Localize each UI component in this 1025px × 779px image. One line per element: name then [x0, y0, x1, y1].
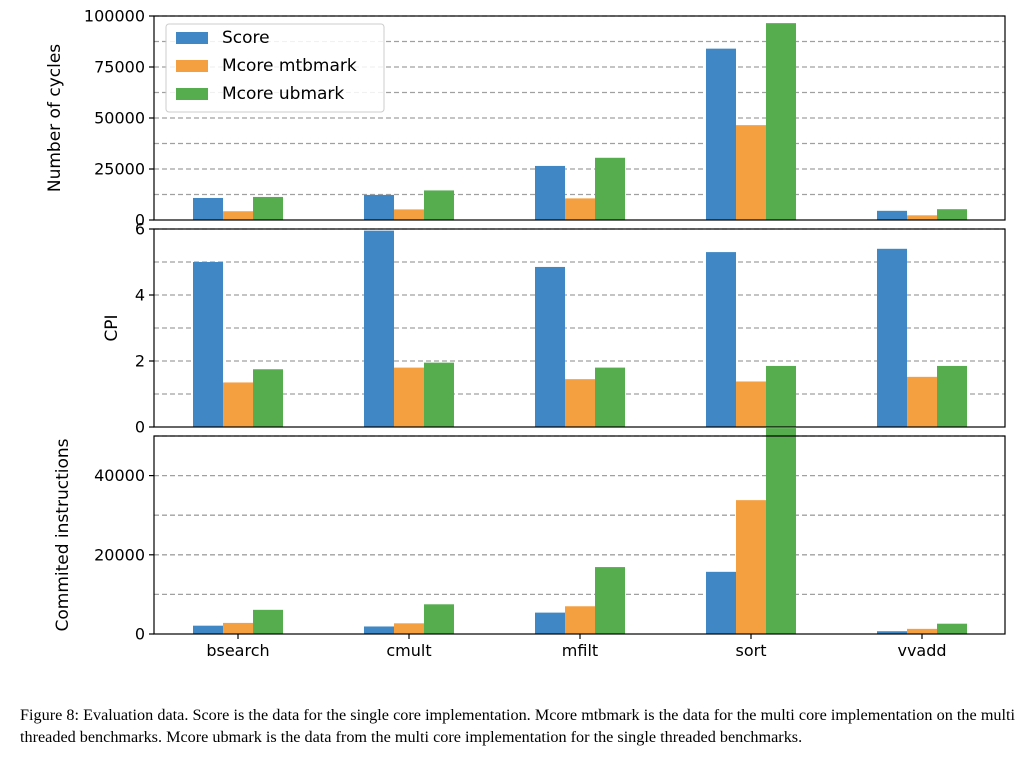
- bar: [193, 262, 223, 427]
- y-tick-label: 0: [135, 418, 145, 437]
- y-tick-label: 0: [135, 625, 145, 644]
- bar: [565, 198, 595, 220]
- bar: [736, 381, 766, 427]
- x-tick-label: vvadd: [897, 641, 946, 660]
- bar: [253, 196, 283, 220]
- bar: [364, 194, 394, 220]
- series-3: [253, 23, 967, 220]
- axes-frame: [153, 435, 1006, 635]
- bar: [424, 362, 454, 427]
- bar: [394, 367, 424, 427]
- bar: [424, 604, 454, 634]
- y-tick-label: 25000: [94, 160, 145, 179]
- bar: [766, 365, 796, 427]
- bar: [253, 369, 283, 427]
- bar: [535, 165, 565, 220]
- axes-frame: [153, 228, 1006, 428]
- legend-swatch: [176, 32, 208, 44]
- bar: [193, 625, 223, 634]
- panel-2: 0 2 4 6 CPI: [102, 220, 1006, 437]
- bar: [424, 190, 454, 220]
- y-axis-label: Commited instructions: [53, 438, 73, 631]
- bar: [595, 567, 625, 634]
- bar: [565, 606, 595, 634]
- bar: [736, 500, 766, 634]
- x-tick-label: mfilt: [562, 641, 598, 660]
- bar: [937, 209, 967, 220]
- bar: [223, 622, 253, 634]
- bar: [766, 428, 796, 634]
- bar: [907, 376, 937, 427]
- y-tick-label: 40000: [94, 466, 145, 485]
- bar: [736, 125, 766, 220]
- bar: [364, 626, 394, 634]
- legend-label: Mcore ubmark: [222, 84, 344, 104]
- bar: [535, 266, 565, 427]
- bar: [394, 209, 424, 220]
- bar: [394, 623, 424, 634]
- bar: [877, 210, 907, 220]
- x-tick-label: bsearch: [206, 641, 269, 660]
- x-tick-label: sort: [736, 641, 767, 660]
- bar: [223, 211, 253, 220]
- bar: [766, 23, 796, 220]
- x-tick-label: cmult: [386, 641, 431, 660]
- bar: [364, 230, 394, 427]
- panel-3: 0 20000 40000 Commited instructions bsearch c…: [53, 428, 1006, 660]
- series-2: [223, 367, 937, 427]
- grid-lines: [154, 435, 1005, 596]
- panel-1: 0 25000 50000 75000 100000 Number of cycles: [45, 7, 1006, 230]
- bar: [877, 248, 907, 427]
- series-2: [223, 500, 937, 634]
- series-3: [253, 362, 967, 427]
- chart-panels: 0 25000 50000 75000 100000 Number of cycles 0 2…: [45, 7, 1006, 660]
- y-axis-label: CPI: [102, 314, 122, 341]
- bar: [937, 365, 967, 427]
- legend-box: [165, 23, 385, 113]
- y-axis-label: Number of cycles: [45, 44, 65, 192]
- bar: [193, 197, 223, 220]
- legend-label: Mcore mtbmark: [222, 56, 357, 76]
- y-tick-label: 6: [135, 220, 145, 239]
- evaluation-chart: 0 25000 50000 75000 100000 Number of cycles 0 2…: [45, 7, 1006, 660]
- bar: [565, 379, 595, 427]
- y-tick-label: 0: [135, 211, 145, 230]
- bar: [595, 367, 625, 427]
- bar: [253, 609, 283, 634]
- chart-legend: Score Mcore mtbmark Mcore ubmark: [165, 23, 385, 113]
- bar: [937, 623, 967, 634]
- y-tick-label: 75000: [94, 58, 145, 77]
- bar: [706, 48, 736, 220]
- series-1: [193, 48, 907, 220]
- bar: [706, 252, 736, 427]
- y-tick-label: 50000: [94, 109, 145, 128]
- bar: [907, 215, 937, 220]
- bar: [595, 157, 625, 220]
- y-tick-label: 2: [135, 352, 145, 371]
- bar: [877, 631, 907, 634]
- y-tick-label: 100000: [84, 7, 145, 26]
- series-1: [193, 571, 907, 634]
- y-tick-label: 20000: [94, 545, 145, 564]
- bar: [907, 628, 937, 634]
- y-tick-label: 4: [135, 286, 145, 305]
- bar: [535, 612, 565, 634]
- bar: [706, 571, 736, 634]
- series-1: [193, 230, 907, 427]
- bar: [223, 382, 253, 427]
- legend-swatch: [176, 88, 208, 100]
- figure-caption: Figure 8: Evaluation data. Score is the …: [20, 706, 1015, 746]
- series-2: [223, 125, 937, 220]
- series-3: [253, 428, 967, 634]
- legend-swatch: [176, 60, 208, 72]
- legend-label: Score: [222, 28, 270, 48]
